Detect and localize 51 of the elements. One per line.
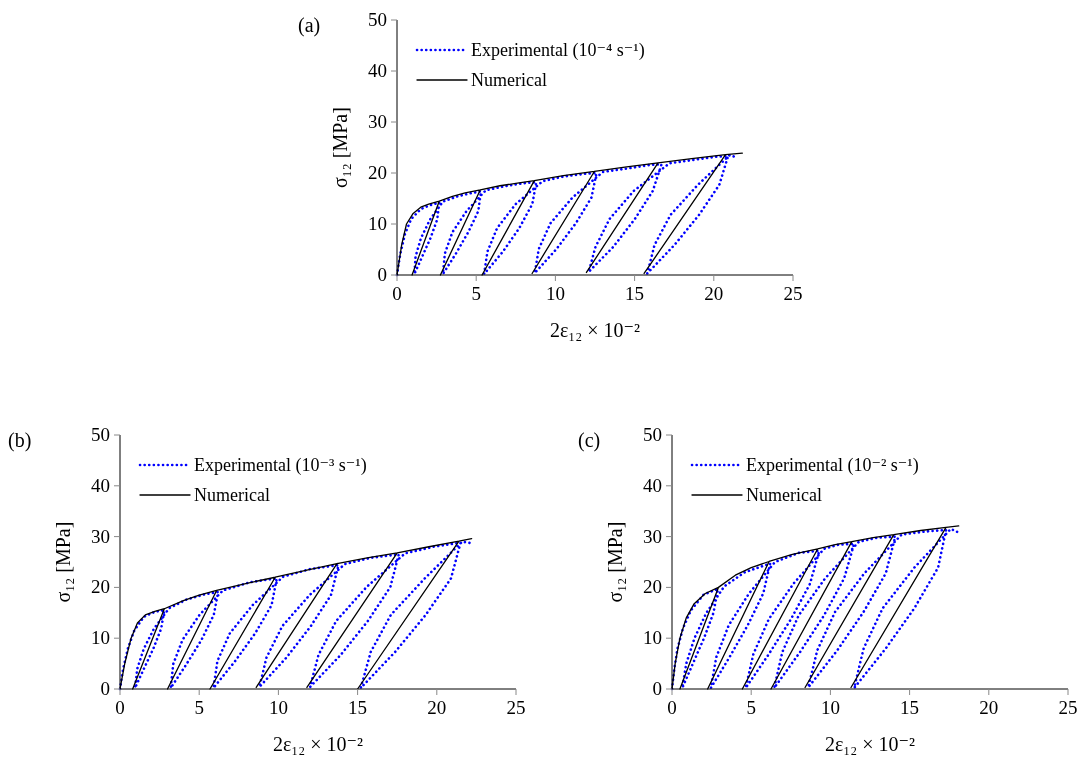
x-tick-label: 25 <box>506 697 526 718</box>
legend-label: Numerical <box>746 485 822 505</box>
x-tick-label: 10 <box>545 283 565 304</box>
legend-label: Numerical <box>471 70 547 90</box>
x-tick-label: 5 <box>471 283 481 304</box>
y-tick-label: 40 <box>643 474 662 496</box>
y-axis-title: σ₁₂ [MPa] <box>604 521 626 603</box>
x-tick-label: 25 <box>1058 697 1078 718</box>
x-tick-label: 10 <box>268 697 288 718</box>
text: (b) <box>8 429 32 452</box>
x-tick-label: 15 <box>348 697 368 718</box>
y-axis-title: σ₁₂ [MPa] <box>329 107 351 188</box>
x-tick-label: 10 <box>820 697 840 718</box>
y-tick-label: 50 <box>368 9 387 30</box>
x-tick-label: 5 <box>194 697 204 718</box>
x-tick-label: 20 <box>979 697 999 718</box>
y-tick-label: 10 <box>643 627 662 649</box>
y-tick-label: 20 <box>368 162 387 183</box>
y-tick-label: 0 <box>100 678 110 699</box>
text: (c) <box>578 429 601 452</box>
legend-label: Experimental (10⁻² s⁻¹) <box>746 455 919 476</box>
y-tick-label: 50 <box>91 424 110 445</box>
x-tick-label: 20 <box>427 697 447 718</box>
y-tick-label: 30 <box>368 111 387 132</box>
x-tick-label: 15 <box>625 283 645 304</box>
x-tick-label: 20 <box>704 283 724 304</box>
text: (a) <box>298 14 321 37</box>
y-tick-label: 30 <box>643 525 662 547</box>
legend-label: Experimental (10⁻⁴ s⁻¹) <box>471 40 645 61</box>
x-tick-label: 0 <box>392 283 402 304</box>
x-tick-label: 0 <box>667 697 677 718</box>
y-tick-label: 0 <box>652 678 662 699</box>
y-tick-label: 0 <box>377 264 387 285</box>
y-tick-label: 20 <box>643 576 662 598</box>
y-tick-label: 10 <box>368 213 387 234</box>
y-tick-label: 40 <box>368 60 387 81</box>
x-axis-title: 2ε₁₂ × 10⁻² <box>549 319 641 341</box>
x-axis-title: 2ε₁₂ × 10⁻² <box>272 733 364 755</box>
x-tick-label: 5 <box>746 697 756 718</box>
y-tick-label: 50 <box>643 424 662 445</box>
y-tick-label: 40 <box>91 474 110 496</box>
x-tick-label: 15 <box>900 697 920 718</box>
x-tick-label: 0 <box>115 697 125 718</box>
y-tick-label: 20 <box>91 576 110 598</box>
legend-label: Numerical <box>194 485 270 505</box>
legend-label: Experimental (10⁻³ s⁻¹) <box>194 455 367 476</box>
y-tick-label: 30 <box>91 525 110 547</box>
x-tick-label: 25 <box>783 283 803 304</box>
x-axis-title: 2ε₁₂ × 10⁻² <box>824 733 916 755</box>
y-tick-label: 10 <box>91 627 110 649</box>
y-axis-title: σ₁₂ [MPa] <box>52 521 74 603</box>
